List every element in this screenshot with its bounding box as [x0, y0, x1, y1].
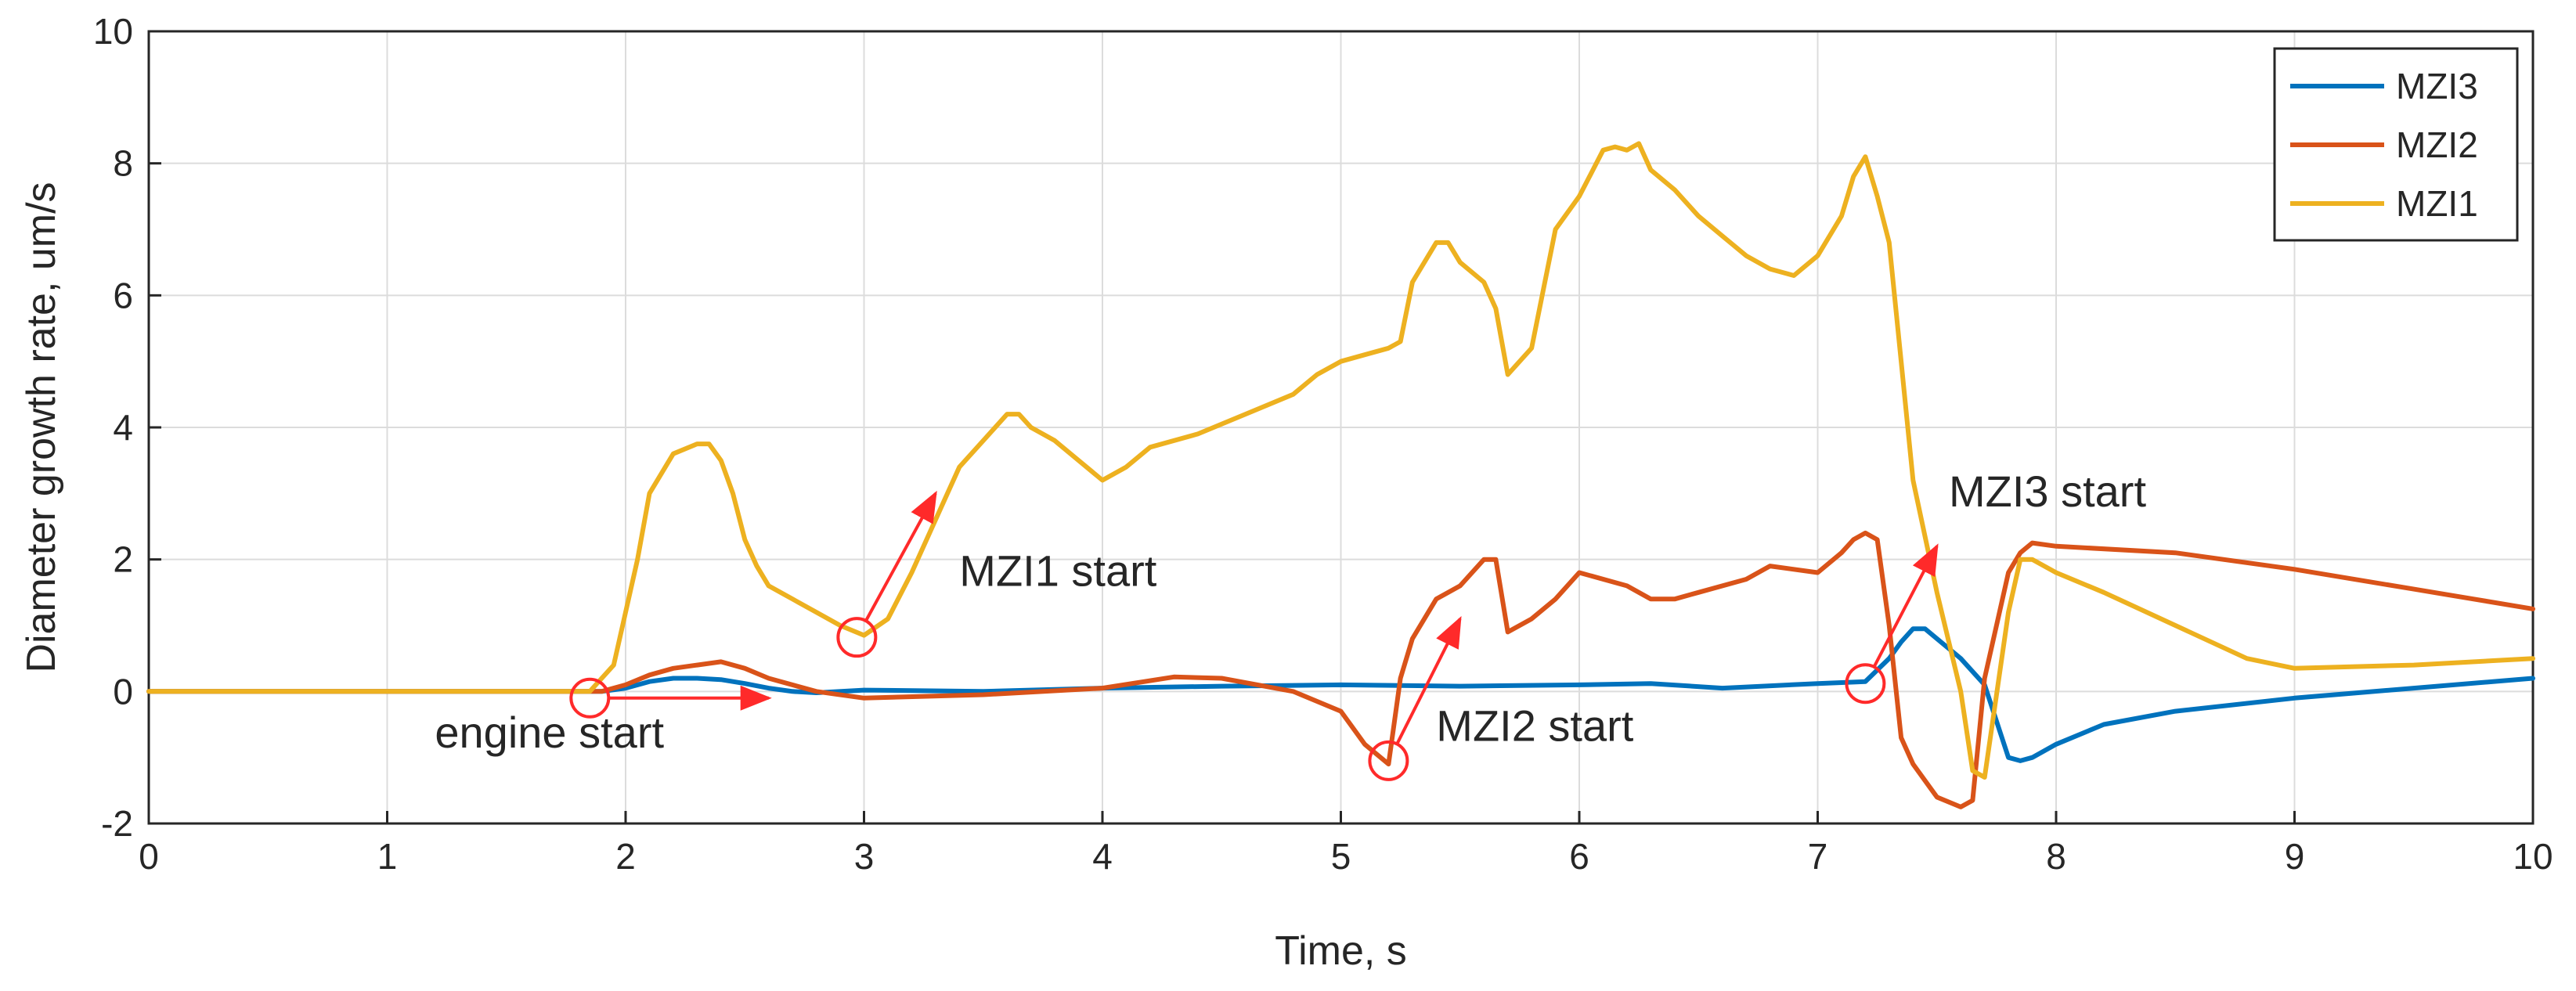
series-line-mzi3: [146, 626, 2535, 763]
series-line-mzi2: [146, 530, 2535, 809]
annotation-circle: [1368, 740, 1409, 781]
annotation-arrow: [864, 490, 937, 622]
series-lines: [146, 141, 2535, 809]
annotation-circle: [1845, 663, 1886, 705]
annotation-label: MZI1 start: [959, 546, 1156, 595]
x-tick-label: 8: [2046, 836, 2066, 877]
legend-label: MZI2: [2396, 124, 2478, 165]
annotation-label: engine start: [435, 708, 664, 757]
legend: MZI3 MZI2 MZI1: [2273, 47, 2519, 242]
x-tick-label: 5: [1331, 836, 1351, 877]
axis-ticks: [147, 30, 2535, 825]
x-tick-label: 10: [2513, 836, 2553, 877]
annotation-label: MZI2 start: [1436, 701, 1633, 751]
x-tick-label: 1: [377, 836, 398, 877]
legend-label: MZI1: [2396, 183, 2478, 224]
x-tick-label: 3: [854, 836, 875, 877]
legend-label: MZI3: [2396, 66, 2478, 106]
y-axis-label: Diameter growth rate, um/s: [19, 182, 64, 672]
x-tick-label: 7: [1808, 836, 1828, 877]
x-tick-label: 2: [615, 836, 636, 877]
annotation-circle: [836, 617, 878, 658]
y-tick-labels: -2 0 2 4 6 8 10: [93, 11, 133, 844]
y-tick-label: 4: [113, 407, 133, 448]
x-tick-label: 4: [1092, 836, 1113, 877]
y-tick-label: 2: [113, 539, 133, 580]
y-tick-label: 8: [113, 143, 133, 184]
annotation-arrow: [1872, 543, 1939, 668]
x-tick-label: 0: [139, 836, 159, 877]
annotations: engine start MZI1 start MZI2 start MZI3 sta…: [435, 467, 2146, 781]
x-tick-label: 9: [2285, 836, 2305, 877]
annotation-arrow: [1395, 615, 1462, 745]
y-tick-label: 6: [113, 275, 133, 315]
y-tick-label: 0: [113, 671, 133, 712]
x-tick-label: 6: [1569, 836, 1589, 877]
series-line-mzi1: [146, 141, 2535, 780]
x-tick-labels: 0 1 2 3 4 5 6 7 8 9 10: [139, 836, 2553, 877]
y-tick-label: 10: [93, 11, 133, 52]
y-tick-label: -2: [101, 803, 133, 844]
annotation-label: MZI3 start: [1949, 467, 2146, 516]
x-axis-label: Time, s: [1275, 928, 1407, 974]
